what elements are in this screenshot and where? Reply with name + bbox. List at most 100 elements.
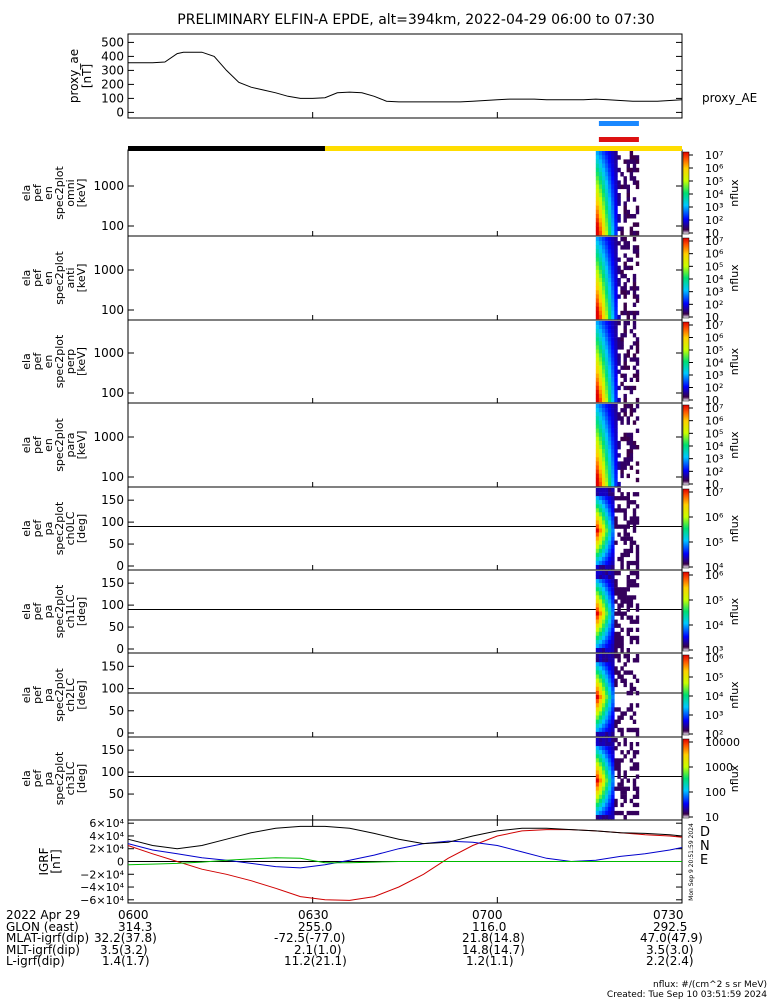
heatmap-cell — [614, 265, 618, 271]
heatmap-cell — [632, 445, 637, 450]
heatmap-cell — [614, 520, 618, 525]
heatmap-cell — [632, 408, 637, 413]
heatmap-cell — [595, 599, 600, 604]
heatmap-cell — [617, 397, 621, 403]
heatmap-cell — [614, 798, 618, 804]
heatmap-cell — [595, 184, 600, 190]
heatmap-cell — [614, 159, 618, 164]
heatmap-cell — [598, 492, 603, 497]
heatmap-cell — [598, 265, 603, 271]
heatmap-cell — [598, 754, 603, 759]
y-tick-label: −4×10⁴ — [80, 881, 124, 894]
heatmap-cell — [595, 662, 600, 667]
created-timestamp: Created: Tue Sep 10 03:51:59 2024 — [606, 990, 767, 1000]
heatmap-cell — [626, 321, 630, 326]
heatmap-cell — [614, 345, 618, 350]
heatmap-cell — [635, 205, 640, 211]
heatmap-cell — [617, 218, 621, 223]
heatmap-cell — [605, 727, 609, 733]
heatmap-cell — [614, 373, 618, 378]
heatmap-cell — [608, 361, 612, 366]
heatmap-cell — [611, 176, 615, 181]
heatmap-cell — [598, 176, 603, 181]
heatmap-cell — [595, 595, 600, 600]
colorbar-tick-label: 10 — [705, 394, 719, 407]
heatmap-cell — [605, 719, 609, 724]
heatmap-cell — [635, 571, 640, 576]
heatmap-cell — [611, 381, 615, 387]
heatmap-cell — [611, 432, 615, 438]
heatmap-cell — [635, 762, 640, 767]
heatmap-cell — [623, 540, 627, 545]
ephemeris-cell: 0630 — [298, 908, 329, 922]
heatmap-cell — [595, 603, 600, 608]
heatmap-cell — [605, 810, 609, 816]
heatmap-cell — [602, 306, 606, 312]
heatmap-cell — [595, 619, 600, 624]
heatmap-cell — [598, 536, 603, 541]
heatmap-cell — [595, 306, 600, 312]
heatmap-cell — [626, 457, 630, 462]
y-axis-label-line: ch2LC — [64, 678, 77, 712]
y-tick-label: 100 — [101, 386, 124, 400]
heatmap-cell — [629, 639, 634, 645]
heatmap-cell — [598, 815, 603, 820]
heatmap-cell — [595, 758, 600, 763]
heatmap-cell — [611, 159, 615, 164]
heatmap-cell — [623, 742, 627, 747]
heatmap-cell — [608, 488, 612, 493]
heatmap-cell — [608, 306, 612, 312]
colorbar-label: nflux — [728, 347, 741, 375]
heatmap-cell — [614, 496, 618, 501]
colorbar-tick-label: 10000 — [705, 736, 740, 749]
heatmap-cell — [623, 738, 627, 743]
heatmap-cell — [605, 790, 609, 795]
y-axis-label-line: ela — [20, 687, 33, 704]
y-axis-label: elapefenspec2plotpara[keV] — [20, 418, 88, 472]
heatmap-cell — [595, 815, 600, 820]
heatmap-cell — [598, 214, 603, 219]
heatmap-cell — [608, 241, 612, 246]
heatmap-cell — [602, 369, 606, 374]
y-axis-label-line: para — [64, 433, 77, 458]
heatmap-cell — [632, 282, 637, 287]
heatmap-cell — [605, 226, 609, 232]
heatmap-cell — [620, 615, 624, 620]
heatmap-cell — [598, 381, 603, 387]
heatmap-cell — [632, 719, 637, 724]
heatmap-cell — [623, 176, 627, 181]
heatmap-cell — [626, 615, 630, 620]
heatmap-cell — [623, 508, 627, 513]
heatmap-cell — [598, 565, 603, 570]
heatmap-cell — [611, 420, 615, 425]
heatmap-cell — [605, 302, 609, 307]
heatmap-cell — [595, 707, 600, 712]
heatmap-cell — [595, 786, 600, 791]
heatmap-cell — [611, 762, 615, 767]
heatmap-cell — [608, 678, 612, 683]
heatmap-cell — [608, 742, 612, 747]
heatmap-cell — [605, 294, 609, 299]
heatmap-cell — [598, 575, 603, 580]
y-axis-label: elapefenspec2plotperp[keV] — [20, 334, 88, 388]
heatmap-cell — [595, 666, 600, 671]
heatmap-cell — [605, 806, 609, 812]
heatmap-cell — [608, 711, 612, 716]
heatmap-cell — [611, 286, 615, 291]
y-axis-label: elapefpaspec2plotch0LC[deg] — [20, 501, 88, 555]
heatmap-cell — [595, 193, 600, 198]
ephemeris-label: MLAT-igrf(dip) — [6, 931, 90, 945]
heatmap-cell — [602, 627, 606, 632]
heatmap-cell — [614, 449, 618, 454]
colorbar-tick-label: 10⁶ — [705, 162, 724, 175]
heatmap-cell — [605, 552, 609, 558]
heatmap-cell — [635, 731, 640, 737]
heatmap-cell — [602, 810, 606, 816]
heatmap-cell — [629, 412, 634, 417]
heatmap-cell — [626, 188, 630, 194]
heatmap-cell — [605, 201, 609, 206]
heatmap-cell — [595, 548, 600, 554]
heatmap-cell — [614, 325, 618, 330]
heatmap-cell — [605, 639, 609, 645]
heatmap-cell — [623, 611, 627, 616]
